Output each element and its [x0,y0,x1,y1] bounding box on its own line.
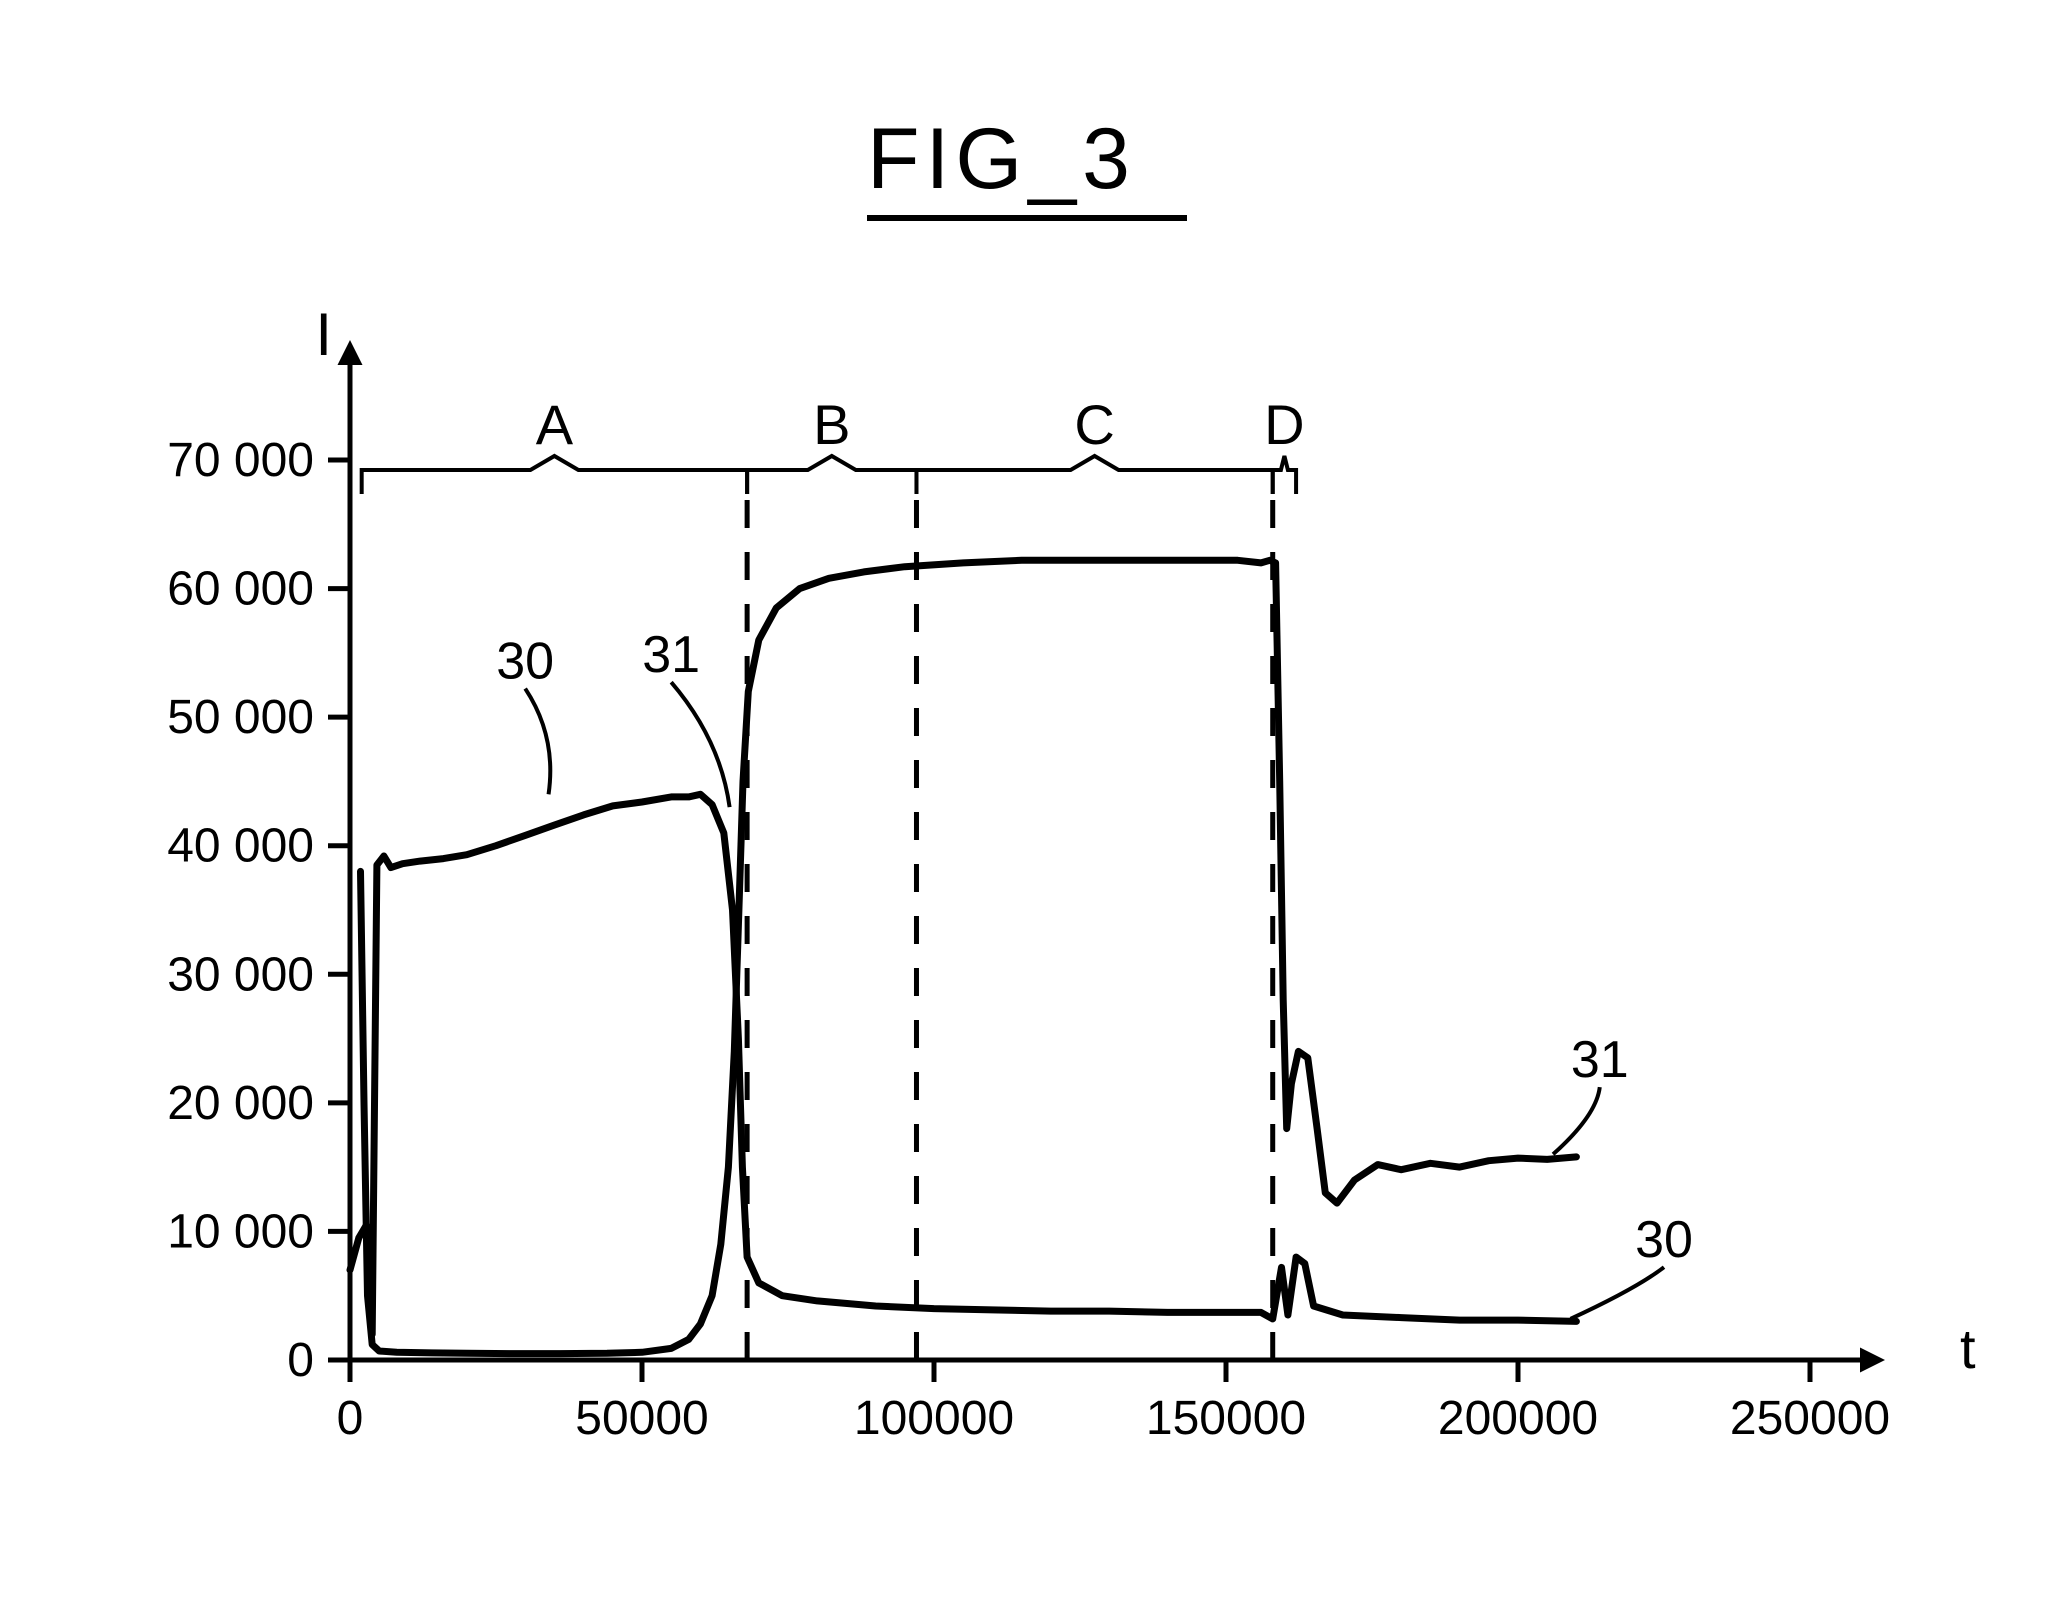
region-label: D [1264,393,1304,456]
y-tick-label: 70 000 [167,434,314,487]
region-bracket [916,456,1272,494]
region-bracket [747,456,916,494]
x-tick-label: 150000 [1146,1392,1306,1445]
region-bracket [362,456,747,494]
y-tick-label: 60 000 [167,563,314,616]
series-label: 31 [1571,1031,1629,1089]
x-tick-label: 250000 [1730,1392,1890,1445]
series-30 [350,794,1576,1334]
chart: It 0 10 000 20 000 30 000 40 000 50 000 60 000 7… [0,0,2054,1612]
y-tick-label: 10 000 [167,1205,314,1258]
figure-title-underline [867,215,1187,221]
series-label-lead [525,689,550,795]
series-label-lead [1553,1087,1600,1154]
x-axis-label: t [1960,1317,1976,1380]
y-tick-label: 0 [287,1334,314,1387]
y-tick-label: 20 000 [167,1077,314,1130]
series-label: 31 [642,626,700,684]
x-tick-label: 100000 [854,1392,1014,1445]
series-label-lead [1571,1267,1664,1319]
y-tick-label: 40 000 [167,820,314,873]
figure-title-text: FIG_3 [867,111,1136,207]
x-tick-label: 50000 [575,1392,708,1445]
y-axis-label: I [315,301,332,368]
region-label: C [1074,393,1114,456]
region-label: A [536,393,574,456]
y-tick-label: 50 000 [167,691,314,744]
x-tick-label: 0 [337,1392,364,1445]
series-label: 30 [1635,1211,1693,1269]
y-tick-label: 30 000 [167,948,314,1001]
region-label: B [813,393,850,456]
region-bracket [1273,456,1296,494]
figure-title: FIG_3 [867,110,1187,221]
x-tick-label: 200000 [1438,1392,1598,1445]
series-label-lead [671,682,729,807]
series-label: 30 [496,633,554,691]
